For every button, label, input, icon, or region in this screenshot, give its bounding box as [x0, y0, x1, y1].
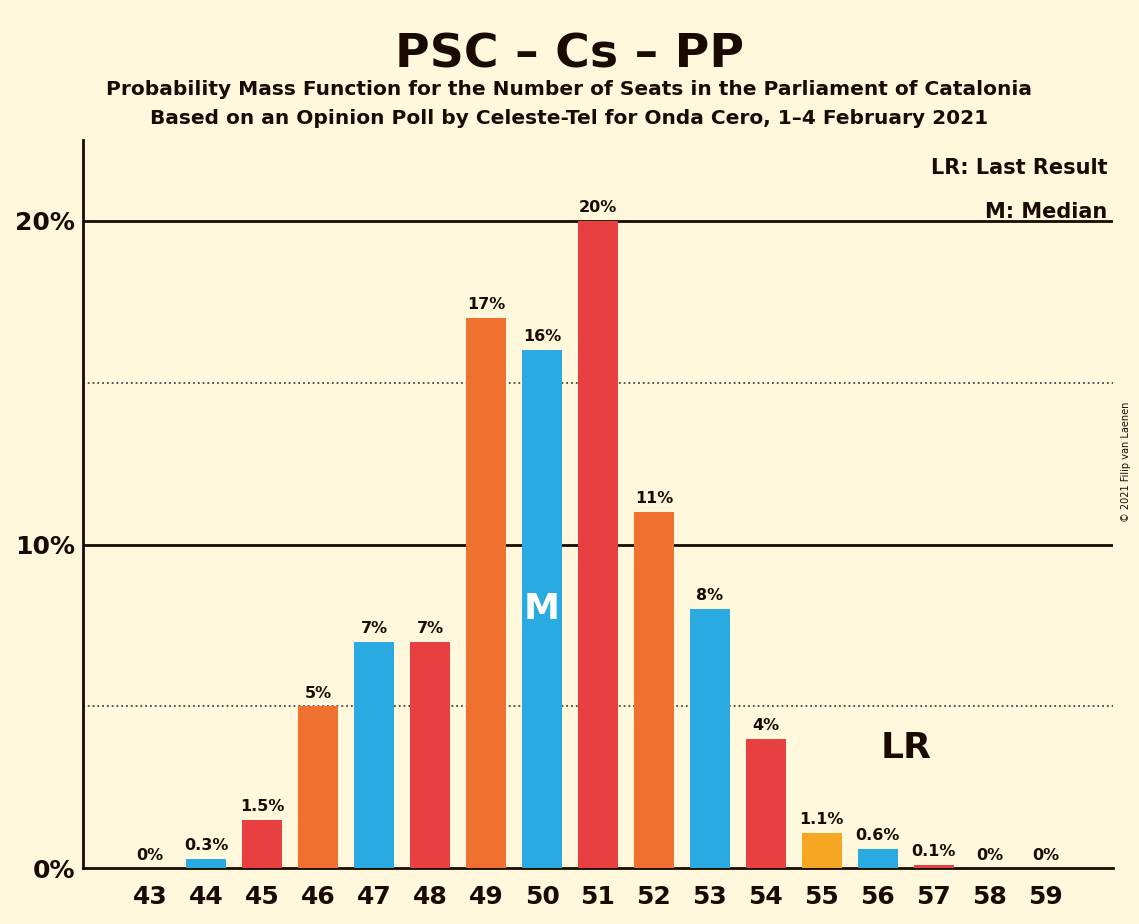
Text: M: Median: M: Median — [985, 201, 1107, 222]
Text: 7%: 7% — [361, 621, 387, 636]
Text: © 2021 Filip van Laenen: © 2021 Filip van Laenen — [1121, 402, 1131, 522]
Bar — [243, 820, 282, 869]
Text: 17%: 17% — [467, 297, 506, 312]
Text: LR: LR — [880, 731, 932, 765]
Bar — [354, 641, 394, 869]
Text: 7%: 7% — [417, 621, 444, 636]
Bar — [913, 865, 953, 869]
Text: 0%: 0% — [1032, 847, 1059, 862]
Bar — [858, 849, 898, 869]
Bar — [802, 833, 842, 869]
Text: 20%: 20% — [579, 200, 617, 215]
Bar — [298, 707, 338, 869]
Text: 0.6%: 0.6% — [855, 828, 900, 843]
Bar — [186, 858, 227, 869]
Text: PSC – Cs – PP: PSC – Cs – PP — [395, 32, 744, 78]
Text: 1.5%: 1.5% — [240, 799, 285, 814]
Text: 4%: 4% — [752, 718, 779, 733]
Bar — [522, 350, 563, 869]
Bar — [410, 641, 450, 869]
Text: LR: Last Result: LR: Last Result — [931, 158, 1107, 178]
Text: 11%: 11% — [634, 492, 673, 506]
Text: 0%: 0% — [137, 847, 164, 862]
Text: M: M — [524, 592, 560, 626]
Text: 0%: 0% — [976, 847, 1003, 862]
Text: 0.1%: 0.1% — [911, 845, 956, 859]
Text: 8%: 8% — [696, 589, 723, 603]
Text: 0.3%: 0.3% — [185, 838, 229, 853]
Bar — [746, 739, 786, 869]
Bar — [690, 609, 730, 869]
Bar — [466, 318, 506, 869]
Text: 16%: 16% — [523, 329, 562, 345]
Text: 5%: 5% — [304, 686, 331, 700]
Text: Probability Mass Function for the Number of Seats in the Parliament of Catalonia: Probability Mass Function for the Number… — [107, 80, 1032, 100]
Text: 1.1%: 1.1% — [800, 812, 844, 827]
Bar — [633, 512, 674, 869]
Bar — [577, 221, 618, 869]
Text: Based on an Opinion Poll by Celeste-Tel for Onda Cero, 1–4 February 2021: Based on an Opinion Poll by Celeste-Tel … — [150, 109, 989, 128]
